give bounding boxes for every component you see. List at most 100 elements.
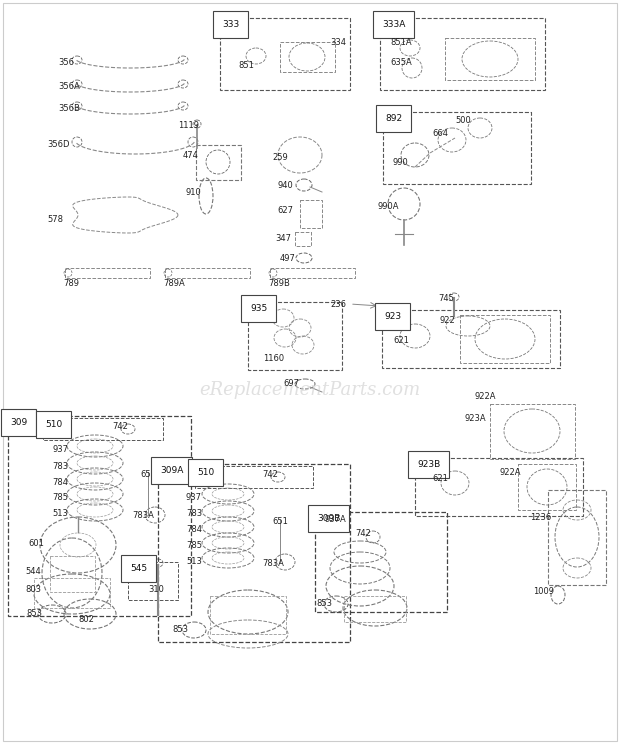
Text: 500: 500 <box>455 115 471 124</box>
Text: 513: 513 <box>52 508 68 518</box>
Text: 310: 310 <box>148 586 164 594</box>
Text: 651: 651 <box>140 469 156 478</box>
Text: 742: 742 <box>112 422 128 431</box>
Text: 937: 937 <box>186 493 202 501</box>
Bar <box>445 38 535 80</box>
Text: 789A: 789A <box>163 278 185 287</box>
Text: 545: 545 <box>130 564 147 573</box>
Text: 621: 621 <box>432 473 448 483</box>
Text: 937A: 937A <box>325 516 347 525</box>
Text: 259: 259 <box>272 153 288 161</box>
Bar <box>518 464 576 510</box>
Text: 789B: 789B <box>268 278 290 287</box>
Text: 785: 785 <box>52 493 68 501</box>
Text: 1119: 1119 <box>178 121 199 129</box>
Text: 990A: 990A <box>378 202 399 211</box>
Text: 853: 853 <box>316 600 332 609</box>
Text: 784: 784 <box>186 525 202 534</box>
Text: 853: 853 <box>26 609 42 618</box>
Bar <box>315 512 447 612</box>
Text: 853: 853 <box>172 626 188 635</box>
Text: 1009: 1009 <box>533 588 554 597</box>
Bar <box>195 466 313 488</box>
Text: 851: 851 <box>238 60 254 69</box>
Text: 910: 910 <box>185 187 201 196</box>
Text: 651: 651 <box>272 518 288 527</box>
Bar <box>300 200 322 228</box>
Text: 783: 783 <box>186 510 202 519</box>
Text: 922A: 922A <box>500 467 521 476</box>
Bar <box>383 112 531 184</box>
Text: 783A: 783A <box>132 512 154 521</box>
Text: 510: 510 <box>197 468 215 477</box>
Text: 474: 474 <box>183 150 199 159</box>
Text: 742: 742 <box>262 469 278 478</box>
Text: 236: 236 <box>330 300 346 309</box>
Text: 803: 803 <box>25 586 41 594</box>
Text: 309B: 309B <box>317 514 340 523</box>
Text: 309A: 309A <box>160 466 184 475</box>
Text: 1160: 1160 <box>263 353 284 362</box>
Bar <box>34 578 110 608</box>
Bar <box>128 562 178 600</box>
Text: 578: 578 <box>47 214 63 223</box>
Text: 802: 802 <box>78 615 94 624</box>
Text: 783: 783 <box>52 461 68 470</box>
Text: 356A: 356A <box>58 82 80 91</box>
Text: 333A: 333A <box>382 20 405 29</box>
Bar <box>382 310 560 368</box>
Bar <box>65 268 150 278</box>
Text: 923B: 923B <box>417 460 440 469</box>
Text: eReplacementParts.com: eReplacementParts.com <box>200 381 420 399</box>
Text: 333: 333 <box>222 20 239 29</box>
Bar <box>280 42 335 72</box>
Text: 922: 922 <box>440 315 456 324</box>
Bar <box>248 302 342 370</box>
Bar <box>43 418 163 440</box>
Text: 635A: 635A <box>390 57 412 66</box>
Text: 990: 990 <box>393 158 409 167</box>
Bar <box>220 18 350 90</box>
Text: 356: 356 <box>58 57 74 66</box>
Text: 785: 785 <box>186 542 202 551</box>
Text: 783A: 783A <box>262 559 284 568</box>
Bar <box>295 232 311 246</box>
Text: 937: 937 <box>52 444 68 454</box>
Text: 664: 664 <box>432 129 448 138</box>
Text: 334: 334 <box>330 37 346 47</box>
Text: 923: 923 <box>384 312 401 321</box>
Text: 697: 697 <box>283 379 299 388</box>
Bar <box>270 268 355 278</box>
Text: 497: 497 <box>280 254 296 263</box>
Bar <box>158 464 350 642</box>
Text: 892: 892 <box>385 114 402 123</box>
Bar <box>210 596 286 634</box>
Text: 627: 627 <box>277 205 293 214</box>
Text: 923A: 923A <box>465 414 487 423</box>
Text: 940: 940 <box>278 181 294 190</box>
Text: 745: 745 <box>438 293 454 303</box>
Text: 601: 601 <box>28 539 44 548</box>
Text: 922A: 922A <box>475 391 497 400</box>
Text: 347: 347 <box>275 234 291 243</box>
Text: 935: 935 <box>250 304 267 313</box>
Text: 544: 544 <box>25 566 41 576</box>
Bar <box>415 458 583 516</box>
Bar <box>344 596 406 622</box>
Bar <box>490 404 575 459</box>
Text: 742: 742 <box>355 530 371 539</box>
Text: 309: 309 <box>10 418 27 427</box>
Bar <box>380 18 545 90</box>
Text: 1236: 1236 <box>530 513 551 522</box>
Bar <box>548 490 606 585</box>
Text: 356D: 356D <box>47 140 69 149</box>
Bar <box>460 315 550 363</box>
Text: 510: 510 <box>45 420 62 429</box>
Bar <box>50 556 95 592</box>
Text: 513: 513 <box>186 557 202 565</box>
Text: 784: 784 <box>52 478 68 487</box>
Bar <box>8 416 191 616</box>
Bar <box>165 268 250 278</box>
Bar <box>196 145 241 180</box>
Text: 621: 621 <box>393 336 409 344</box>
